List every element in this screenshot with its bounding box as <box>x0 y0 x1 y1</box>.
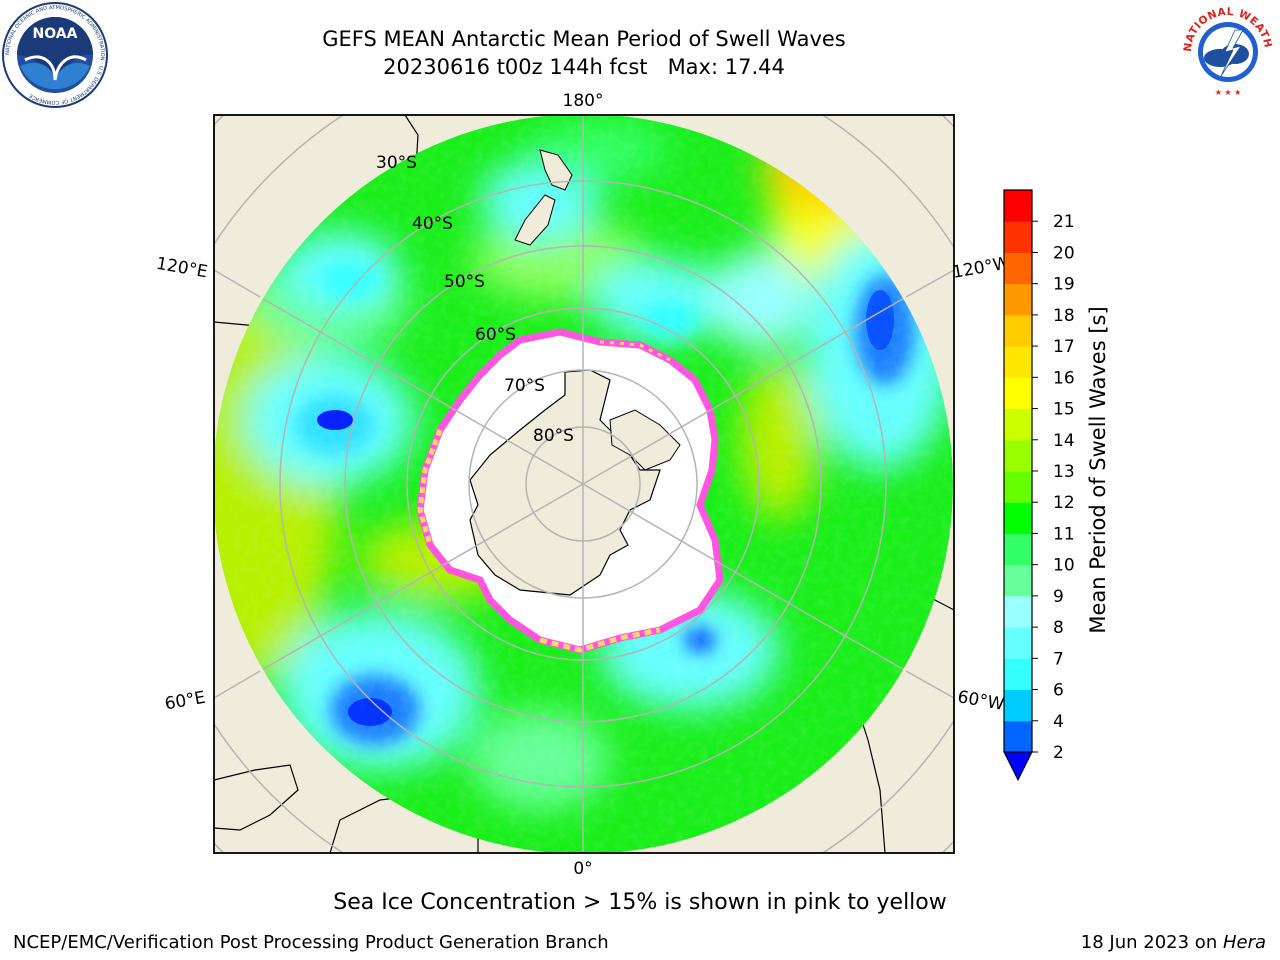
colorbar-tick-label: 7 <box>1053 649 1064 669</box>
chart-title: GEFS MEAN Antarctic Mean Period of Swell… <box>322 27 846 51</box>
colorbar-tick-label: 18 <box>1053 306 1075 326</box>
colorbar-segment <box>1004 408 1032 441</box>
colorbar-tick-label: 13 <box>1053 462 1075 482</box>
lat-label-50s: 50°S <box>444 272 485 292</box>
colorbar-segment <box>1004 283 1032 316</box>
sea-ice-note: Sea Ice Concentration > 15% is shown in … <box>333 890 947 915</box>
colorbar-segment <box>1004 658 1032 691</box>
colorbar-tick-label: 2 <box>1053 743 1064 763</box>
new-zealand-north <box>539 149 573 191</box>
colorbar-segment <box>1004 439 1032 472</box>
colorbar-segment <box>1004 377 1032 410</box>
colorbar-segment <box>1004 314 1032 347</box>
lon-label-120w: 120°W <box>951 253 1012 283</box>
colorbar-tick-label: 12 <box>1053 493 1075 513</box>
colorbar-segment <box>1004 502 1032 534</box>
lon-label-60e: 60°E <box>163 688 207 715</box>
colorbar-tick-label: 20 <box>1053 243 1075 263</box>
colorbar: 2 4 6 7 8 9 10 11 12 13 14 15 16 17 18 19 20 21 <box>1003 189 1075 782</box>
colorbar-label: Mean Period of Swell Waves [s] <box>1086 306 1110 633</box>
graticule <box>214 115 953 853</box>
colorbar-segment <box>1004 533 1032 566</box>
svg-text:★ ★ ★: ★ ★ ★ <box>1215 88 1242 97</box>
colorbar-tick-label: 4 <box>1053 712 1064 732</box>
colorbar-segment <box>1004 720 1032 753</box>
colorbar-segment <box>1004 471 1032 503</box>
colorbar-segment <box>1004 221 1032 253</box>
colorbar-segment <box>1004 595 1032 628</box>
colorbar-tick-label: 14 <box>1053 431 1075 451</box>
colorbar-tick-label: 17 <box>1053 337 1075 357</box>
colorbar-segment <box>1004 252 1032 285</box>
colorbar-segment <box>1004 627 1032 659</box>
footer-system: Hera <box>1222 932 1266 953</box>
noaa-logo-text: NOAA <box>33 26 78 42</box>
lat-label-30s: 30°S <box>376 153 417 173</box>
lat-label-60s: 60°S <box>475 325 516 345</box>
lon-label-0: 0° <box>573 859 592 879</box>
colorbar-tick-label: 6 <box>1053 681 1064 701</box>
madagascar-landmass <box>214 764 299 831</box>
lon-label-180: 180° <box>563 91 604 111</box>
lat-label-40s: 40°S <box>412 214 453 234</box>
new-zealand-south <box>514 194 556 246</box>
lat-label-80s: 80°S <box>533 426 574 446</box>
footer-credit: NCEP/EMC/Verification Post Processing Pr… <box>13 932 609 953</box>
footer-date: 18 Jun 2023 on <box>1080 932 1223 953</box>
footer-run-date: 18 Jun 2023 on Hera <box>1081 932 1266 953</box>
colorbar-segment <box>1004 564 1032 597</box>
colorbar-under-arrow <box>1003 751 1033 782</box>
colorbar-segment <box>1004 346 1032 378</box>
colorbar-tick-label: 15 <box>1053 400 1075 420</box>
lon-label-120e: 120°E <box>155 254 209 283</box>
antarctic-peninsula <box>609 409 681 471</box>
colorbar-segment <box>1004 689 1032 722</box>
chart-subtitle: 20230616 t00z 144h fcst Max: 17.44 <box>383 55 785 79</box>
colorbar-tick-label: 10 <box>1053 556 1075 576</box>
noaa-logo: NATIONAL OCEANIC AND ATMOSPHERIC ADMINIS… <box>2 2 108 108</box>
map-frame <box>213 114 955 854</box>
colorbar-tick-label: 8 <box>1053 618 1064 638</box>
colorbar-segment <box>1004 190 1032 222</box>
colorbar-tick-label: 16 <box>1053 368 1075 388</box>
colorbar-tick-label: 19 <box>1053 275 1075 295</box>
lat-label-70s: 70°S <box>504 376 545 396</box>
nws-logo: NATIONAL WEATHER SERVICE ★ ★ ★ <box>1175 0 1274 98</box>
colorbar-tick-label: 21 <box>1053 212 1075 232</box>
lon-label-60w: 60°W <box>956 687 1006 715</box>
colorbar-tick-label: 9 <box>1053 587 1064 607</box>
colorbar-tick-label: 11 <box>1053 524 1075 544</box>
